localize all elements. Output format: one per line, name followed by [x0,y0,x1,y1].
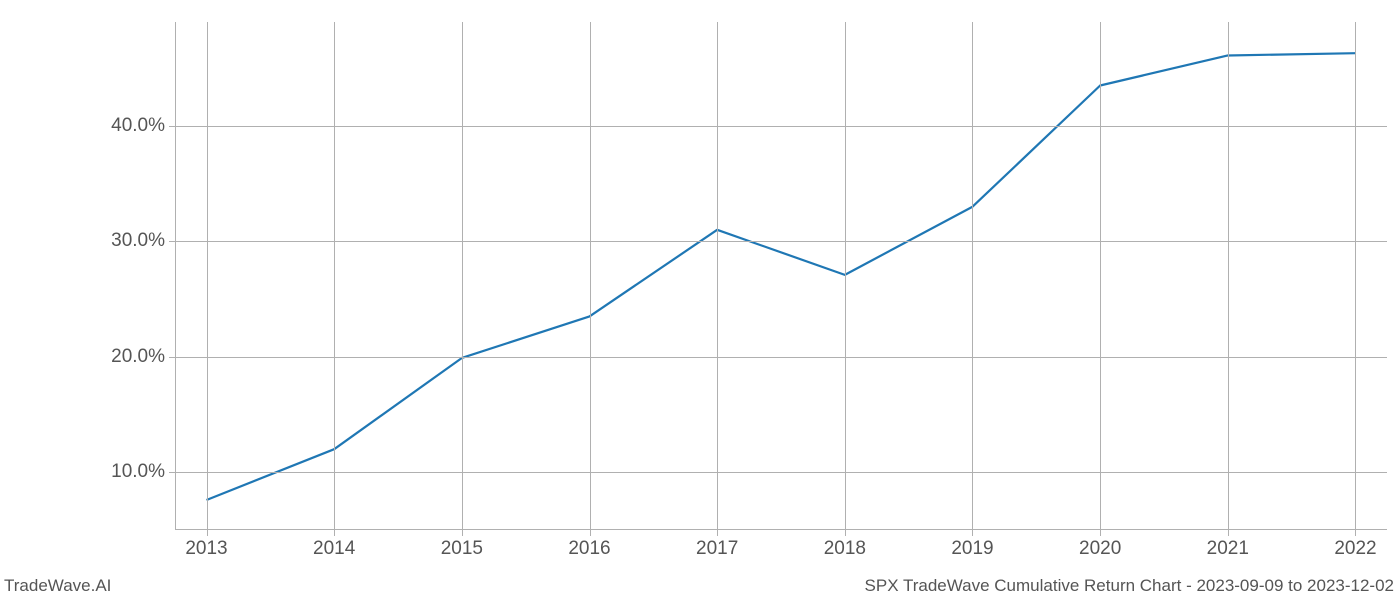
chart-container: 10.0% 20.0% 30.0% 40.0% 2013 2014 2015 2016 2017… [0,0,1400,600]
grid-line-vertical [207,22,208,530]
grid-line-horizontal [175,357,1387,358]
y-axis-spine [175,22,176,530]
x-axis-spine [175,529,1387,530]
grid-line-vertical [334,22,335,530]
x-tick-label: 2020 [1079,530,1121,560]
y-tick-label: 20.0% [111,346,175,368]
series-line [207,53,1356,500]
y-tick-label: 10.0% [111,461,175,483]
x-tick-label: 2019 [951,530,993,560]
footer-brand: TradeWave.AI [4,576,111,596]
plot-area: 10.0%20.0%30.0%40.0%20132014201520162017… [175,22,1387,530]
y-tick-label: 40.0% [111,115,175,137]
grid-line-vertical [845,22,846,530]
line-chart-svg [175,22,1387,530]
grid-line-vertical [717,22,718,530]
x-tick-label: 2016 [568,530,610,560]
grid-line-vertical [1355,22,1356,530]
grid-line-horizontal [175,126,1387,127]
x-tick-label: 2021 [1207,530,1249,560]
grid-line-vertical [972,22,973,530]
grid-line-horizontal [175,472,1387,473]
grid-line-vertical [462,22,463,530]
y-tick-label: 30.0% [111,230,175,252]
grid-line-horizontal [175,241,1387,242]
grid-line-vertical [1100,22,1101,530]
footer-caption: SPX TradeWave Cumulative Return Chart - … [865,576,1394,596]
x-tick-label: 2015 [441,530,483,560]
grid-line-vertical [1228,22,1229,530]
x-tick-label: 2013 [185,530,227,560]
x-tick-label: 2014 [313,530,355,560]
grid-line-vertical [590,22,591,530]
x-tick-label: 2018 [824,530,866,560]
x-tick-label: 2022 [1334,530,1376,560]
x-tick-label: 2017 [696,530,738,560]
